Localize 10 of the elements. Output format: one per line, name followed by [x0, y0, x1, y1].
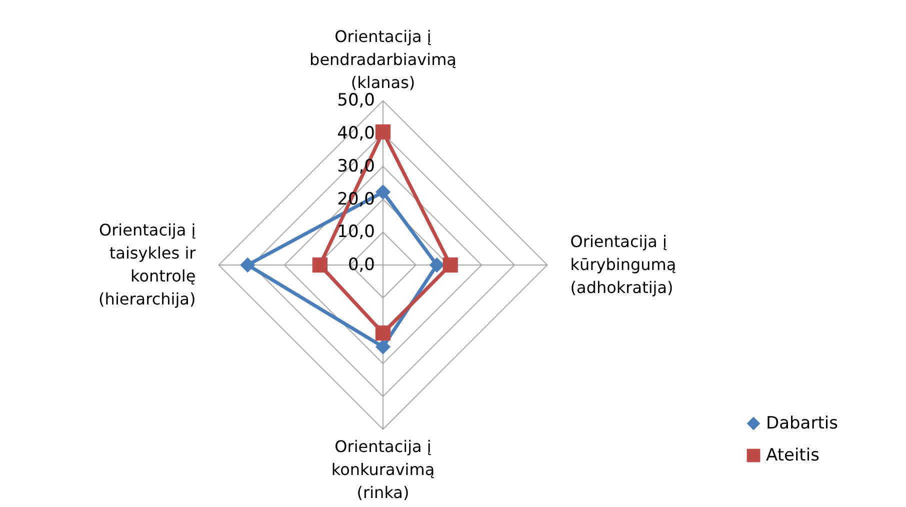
y-tick-label: 10,0 — [337, 222, 375, 242]
spoke-label: Orientacija į konkuravimą (rinka) — [331, 437, 435, 502]
y-tick-label: 0,0 — [348, 255, 375, 275]
legend-label: Dabartis — [766, 414, 838, 434]
legend-label: Ateitis — [766, 446, 820, 466]
spoke-label: Orientacija į kūrybingumą (adhokratija) — [570, 232, 676, 297]
spoke-label: Orientacija į bendradarbiavimą (klanas) — [310, 26, 457, 92]
y-tick-label: 40,0 — [337, 124, 375, 144]
y-tick-label: 50,0 — [337, 90, 375, 111]
spoke-label: Orientacija į taisykles ir kontrolę (hierarchija) — [98, 220, 196, 308]
